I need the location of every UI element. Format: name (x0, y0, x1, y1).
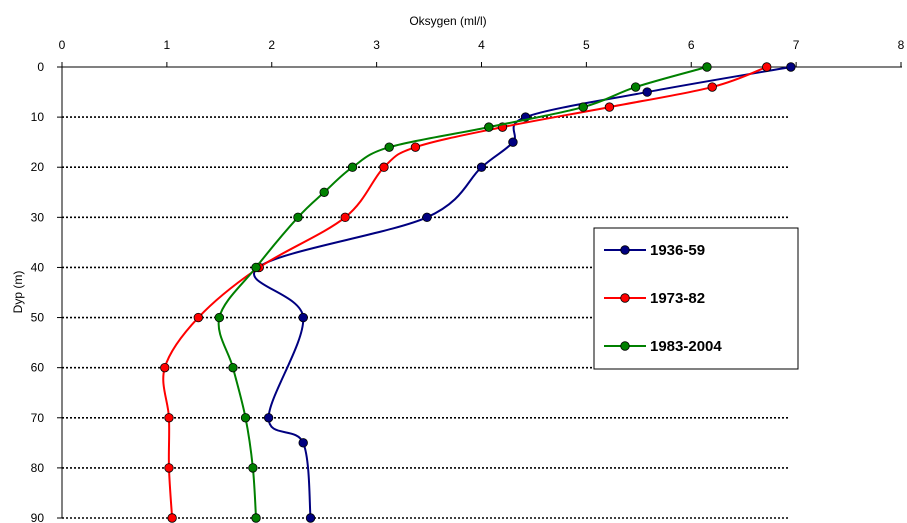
x-tick-label: 3 (373, 38, 380, 52)
data-point (340, 212, 350, 223)
data-point (630, 82, 641, 92)
series-1983-2004 (214, 62, 712, 523)
data-point (164, 413, 174, 423)
data-point (298, 312, 308, 323)
data-point (604, 102, 615, 112)
y-axis-title: Dyp (m) (11, 271, 25, 314)
x-tick-label: 1 (164, 38, 171, 52)
series-1973-82 (160, 62, 772, 523)
data-point (228, 362, 238, 373)
y-tick-label: 40 (31, 260, 45, 274)
legend: 1936-59 1973-82 1983-2004 (593, 227, 799, 370)
x-tick-label: 4 (478, 38, 485, 52)
y-tick-label: 90 (31, 511, 45, 523)
data-point (508, 137, 518, 147)
data-point (422, 212, 432, 223)
data-point (193, 312, 204, 323)
x-axis-title: Oksygen (ml/l) (409, 14, 486, 28)
data-point (214, 312, 225, 323)
y-tick-label: 70 (31, 411, 45, 425)
data-point (164, 463, 174, 473)
data-point (160, 362, 170, 373)
series-line (217, 66, 708, 519)
data-point (167, 513, 177, 523)
data-point (578, 102, 588, 112)
y-tick-label: 20 (31, 160, 45, 174)
x-tick-label: 0 (59, 38, 66, 52)
legend-swatch-marker (620, 341, 630, 351)
data-point (410, 142, 421, 152)
y-tick-label: 80 (31, 461, 45, 475)
legend-label: 1936-59 (650, 242, 705, 259)
data-point (379, 162, 389, 172)
series-lines (160, 62, 796, 523)
data-point (384, 142, 394, 152)
legend-swatch-marker (620, 293, 630, 303)
data-point (476, 162, 487, 172)
data-point (702, 62, 712, 72)
grid-lines (62, 116, 790, 519)
x-tick-label: 7 (793, 38, 800, 52)
data-point (293, 212, 303, 223)
x-tick-label: 5 (583, 38, 590, 52)
y-tick-label: 10 (31, 110, 45, 124)
data-point (762, 62, 772, 72)
data-point (707, 82, 717, 92)
legend-label: 1983-2004 (650, 338, 722, 355)
data-point (251, 262, 261, 273)
data-point (263, 413, 274, 423)
x-tick-label: 6 (688, 38, 695, 52)
data-point (642, 87, 652, 97)
y-tick-label: 60 (31, 361, 45, 375)
x-tick-label: 8 (898, 38, 905, 52)
x-tick-label: 2 (268, 38, 275, 52)
legend-swatch-marker (620, 245, 630, 255)
data-point (240, 413, 251, 423)
data-point (251, 513, 261, 523)
data-point (347, 162, 358, 172)
data-point (319, 187, 329, 197)
data-point (298, 438, 308, 448)
y-tick-label: 30 (31, 210, 45, 224)
data-point (484, 122, 494, 132)
legend-label: 1973-82 (650, 290, 705, 307)
y-tick-label: 50 (31, 311, 45, 325)
data-point (248, 463, 258, 473)
y-tick-label: 0 (37, 60, 44, 74)
data-point (786, 62, 796, 72)
data-point (305, 513, 316, 523)
